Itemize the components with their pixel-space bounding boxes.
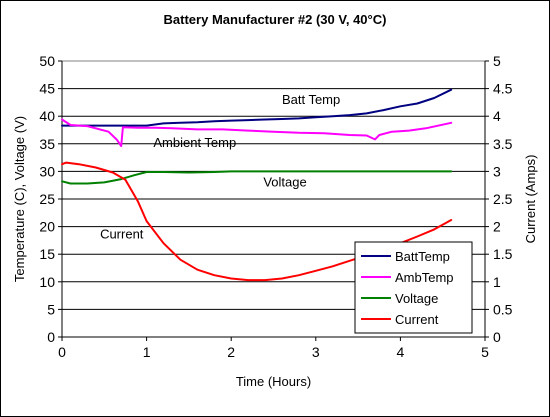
y2-tick-label: 1.5 bbox=[493, 246, 513, 262]
axes bbox=[58, 60, 489, 341]
annotations: Batt Temp Ambient Temp Voltage Current bbox=[100, 92, 340, 242]
y2-tick-label: 0 bbox=[493, 329, 501, 345]
y-tick-label: 15 bbox=[39, 246, 55, 262]
y-tick-label: 35 bbox=[39, 136, 55, 152]
legend: BattTemp AmbTemp Voltage Current bbox=[354, 241, 473, 334]
series-line-batttemp bbox=[61, 88, 453, 127]
x-tick-label: 2 bbox=[227, 344, 235, 360]
y2-tick-label: 4.5 bbox=[493, 81, 513, 97]
legend-box bbox=[354, 241, 473, 334]
y2-tick-label: 2 bbox=[493, 219, 501, 235]
y2-tick-label: 0.5 bbox=[493, 301, 513, 317]
x-tick-label: 5 bbox=[481, 344, 489, 360]
y2-tick-label: 2.5 bbox=[493, 191, 513, 207]
legend-item: BattTemp bbox=[395, 249, 450, 264]
legend-item: Voltage bbox=[395, 291, 438, 306]
tick-labels: 0510152025303540455000.511.522.533.544.5… bbox=[39, 53, 512, 360]
x-tick-label: 0 bbox=[58, 344, 66, 360]
x-tick-label: 1 bbox=[143, 344, 151, 360]
x-axis-label: Time (Hours) bbox=[236, 374, 311, 389]
y-axis-label: Temperature (C), Voltage (V) bbox=[12, 116, 27, 282]
chart-title: Battery Manufacturer #2 (30 V, 40°C) bbox=[164, 12, 387, 27]
y-tick-label: 40 bbox=[39, 108, 55, 124]
series-line-voltage bbox=[61, 170, 453, 185]
y2-tick-label: 3 bbox=[493, 163, 501, 179]
series-line-ambtemp bbox=[61, 118, 453, 147]
y2-tick-label: 5 bbox=[493, 53, 501, 69]
annotation: Ambient Temp bbox=[153, 135, 236, 150]
annotation: Voltage bbox=[263, 174, 306, 189]
y-tick-label: 0 bbox=[47, 329, 55, 345]
annotation: Batt Temp bbox=[282, 92, 340, 107]
y2-tick-label: 3.5 bbox=[493, 136, 513, 152]
legend-item: Current bbox=[395, 312, 439, 327]
x-tick-label: 3 bbox=[312, 344, 320, 360]
y-tick-label: 20 bbox=[39, 219, 55, 235]
legend-item: AmbTemp bbox=[395, 270, 454, 285]
y2-axis-label: Current (Amps) bbox=[523, 155, 538, 244]
x-tick-label: 4 bbox=[397, 344, 405, 360]
y-tick-label: 45 bbox=[39, 81, 55, 97]
y2-tick-label: 4 bbox=[493, 108, 501, 124]
gridlines bbox=[62, 88, 485, 310]
y-tick-label: 25 bbox=[39, 191, 55, 207]
y2-tick-label: 1 bbox=[493, 274, 501, 290]
y-tick-label: 30 bbox=[39, 163, 55, 179]
y-tick-label: 50 bbox=[39, 53, 55, 69]
y-tick-label: 10 bbox=[39, 274, 55, 290]
y-tick-label: 5 bbox=[47, 301, 55, 317]
annotation: Current bbox=[100, 227, 144, 242]
